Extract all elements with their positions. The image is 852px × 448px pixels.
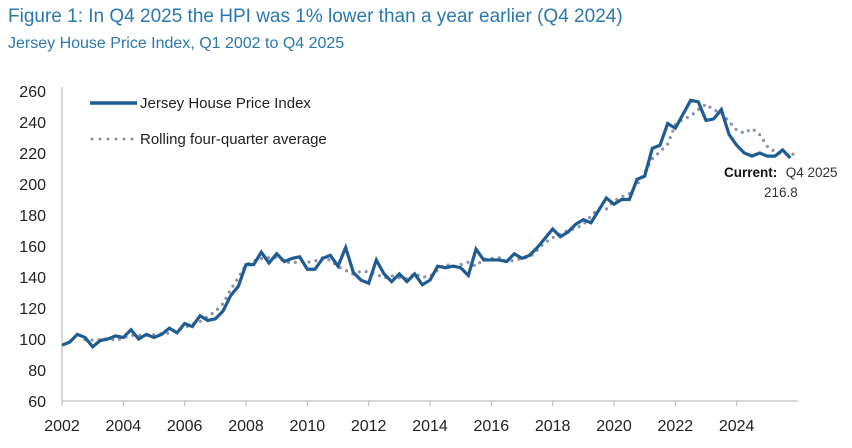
x-tick-label: 2020 xyxy=(596,418,632,435)
y-tick-label: 200 xyxy=(19,177,46,194)
y-tick-label: 120 xyxy=(19,301,46,318)
x-tick-label: 2008 xyxy=(228,418,264,435)
x-tick-label: 2024 xyxy=(719,418,755,435)
legend-label-index: Jersey House Price Index xyxy=(140,95,311,112)
x-tick-label: 2014 xyxy=(412,418,448,435)
annotation-line-1: Current: Q4 2025 xyxy=(724,164,838,181)
hpi-series xyxy=(61,98,792,349)
y-tick-label: 80 xyxy=(28,363,46,380)
figure-subtitle: Jersey House Price Index, Q1 2002 to Q4 … xyxy=(8,35,345,52)
hpi-line xyxy=(61,98,792,349)
annotation-period: Q4 2025 xyxy=(786,165,838,180)
y-tick-label: 60 xyxy=(28,394,46,411)
annotation-current-label: Current: xyxy=(724,165,777,180)
y-tick-label: 180 xyxy=(19,208,46,225)
legend: Jersey House Price Index Rolling four-qu… xyxy=(90,95,327,148)
x-axis-ticks: 2002 2004 2006 2008 2010 2012 2014 2016 2018 2020… xyxy=(44,401,755,435)
current-value-annotation: Current: Q4 2025 216.8 xyxy=(724,164,838,200)
x-tick-label: 2018 xyxy=(535,418,571,435)
y-tick-label: 220 xyxy=(19,146,46,163)
x-tick-label: 2012 xyxy=(351,418,387,435)
x-tick-label: 2010 xyxy=(290,418,326,435)
x-tick-label: 2004 xyxy=(106,418,142,435)
y-tick-label: 260 xyxy=(19,84,46,101)
annotation-value: 216.8 xyxy=(764,185,798,200)
x-tick-label: 2022 xyxy=(658,418,694,435)
legend-label-rolling: Rolling four-quarter average xyxy=(140,131,327,148)
x-tick-label: 2016 xyxy=(474,418,510,435)
y-tick-label: 100 xyxy=(19,332,46,349)
x-tick-label: 2002 xyxy=(44,418,80,435)
y-tick-label: 160 xyxy=(19,239,46,256)
y-axis-ticks: 60 80 100 120 140 160 180 200 220 240 260 xyxy=(19,84,46,411)
y-tick-label: 240 xyxy=(19,115,46,132)
x-tick-label: 2006 xyxy=(167,418,203,435)
figure-title: Figure 1: In Q4 2025 the HPI was 1% lowe… xyxy=(8,6,623,27)
y-tick-label: 140 xyxy=(19,270,46,287)
